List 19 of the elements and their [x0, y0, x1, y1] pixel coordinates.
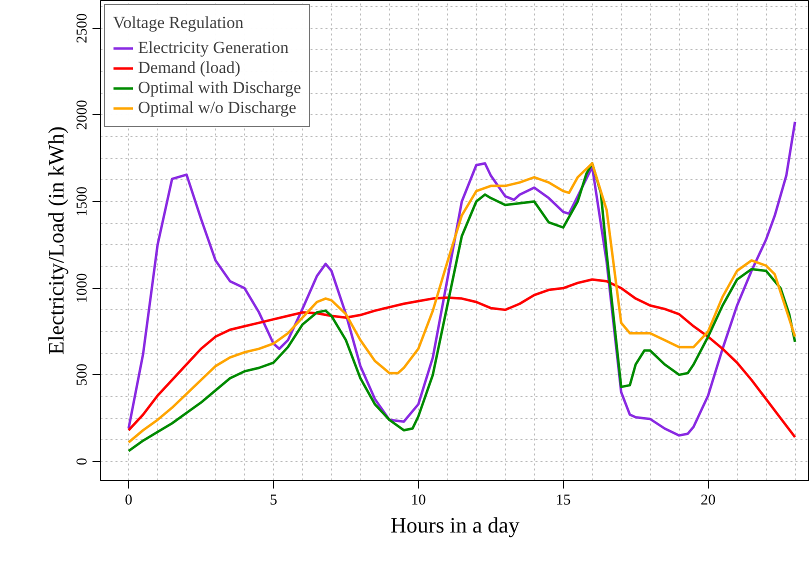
- y-tick-label: 0: [74, 458, 90, 466]
- y-tick-label: 2000: [74, 100, 90, 130]
- legend-label: Demand (load): [138, 58, 240, 78]
- y-tick-label: 2500: [74, 13, 90, 44]
- y-tick-label: 500: [74, 364, 90, 386]
- x-tick-label: 0: [124, 492, 132, 508]
- x-tick-label: 20: [700, 492, 716, 508]
- y-tick-label: 1500: [74, 186, 90, 217]
- x-tick-label: 15: [556, 492, 571, 508]
- legend-label: Optimal with Discharge: [138, 78, 302, 98]
- x-tick-label: 5: [270, 492, 278, 508]
- x-axis-title: Hours in a day: [390, 512, 520, 538]
- line-series: [127, 278, 796, 438]
- x-tick-label: 10: [410, 492, 426, 508]
- legend-title: Voltage Regulation: [113, 13, 244, 33]
- legend-label: Electricity Generation: [138, 38, 289, 58]
- legend-label: Optimal w/o Discharge: [138, 98, 296, 118]
- y-axis-title: Electricity/Load (in kWh): [44, 126, 68, 355]
- y-tick-label: 1000: [74, 273, 90, 304]
